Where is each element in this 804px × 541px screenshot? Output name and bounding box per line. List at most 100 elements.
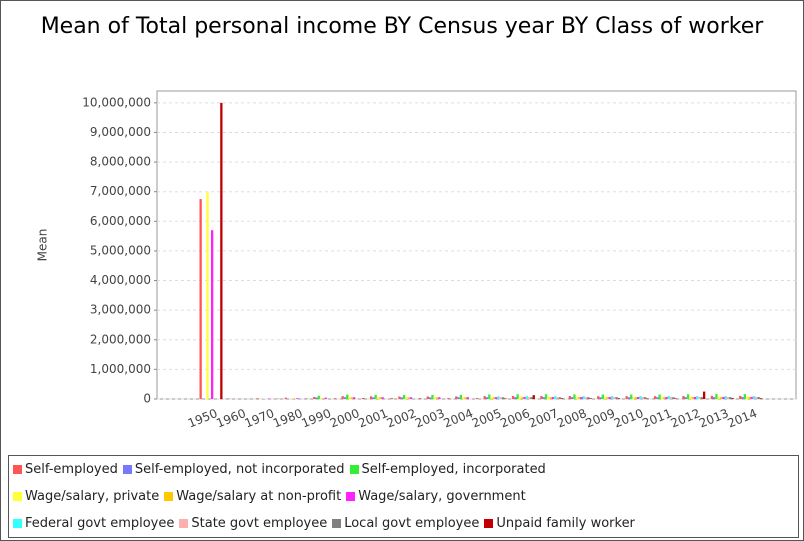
bar [485, 397, 489, 399]
bar [672, 397, 675, 399]
legend-label: Wage/salary at non-profit [176, 489, 342, 504]
bar [610, 396, 614, 399]
bar [343, 397, 347, 399]
legend-label: Wage/salary, private [25, 489, 160, 504]
bar [561, 398, 564, 399]
bar [739, 395, 742, 399]
bar [575, 396, 578, 399]
bar [495, 397, 498, 399]
bar [405, 396, 408, 399]
legend-swatch [332, 519, 342, 528]
legend-label: Wage/salary, government [358, 489, 526, 504]
legend-label: Self-employed [25, 462, 118, 477]
bar [429, 397, 432, 399]
legend-item: Local govt employee [332, 516, 479, 531]
bar [617, 398, 621, 399]
bar [464, 397, 467, 399]
y-tick-label: 4,000,000 [90, 273, 151, 287]
legend-item: Self-employed, incorporated [349, 462, 546, 477]
bar [499, 397, 502, 399]
bar [211, 230, 214, 399]
bar [663, 396, 666, 399]
bar [589, 398, 592, 399]
bar [475, 398, 479, 399]
bar [713, 397, 716, 399]
bar [455, 396, 458, 399]
bar [490, 396, 493, 399]
y-tick-label: 10,000,000 [82, 95, 151, 109]
y-tick-label: 7,000,000 [90, 184, 151, 198]
bar [556, 397, 559, 399]
bar [419, 398, 422, 399]
bar [724, 396, 727, 399]
y-tick-label: 9,000,000 [90, 125, 151, 139]
bar [670, 397, 673, 399]
bar [558, 397, 561, 399]
bar [667, 396, 670, 399]
bar [220, 102, 223, 399]
bar [542, 397, 545, 399]
bar [457, 397, 460, 399]
chart-title: Mean of Total personal income BY Census … [40, 14, 764, 39]
legend-item: Wage/salary, private [13, 489, 159, 504]
bar [379, 397, 382, 399]
legend-swatch [179, 519, 189, 528]
bar [501, 397, 505, 399]
legend-row: Wage/salary, private Wage/salary at non-p… [9, 483, 798, 510]
bar [521, 397, 524, 399]
y-tick-label: 1,000,000 [90, 362, 151, 376]
bar [587, 397, 590, 399]
legend-label: Self-employed, incorporated [361, 462, 546, 477]
bar [544, 394, 548, 399]
bar [284, 397, 287, 399]
legend-swatch [122, 465, 132, 474]
legend-label: Federal govt employee [25, 516, 175, 531]
bar [400, 397, 403, 399]
bar [435, 397, 439, 399]
bar [313, 396, 316, 399]
bar [759, 398, 763, 399]
bar [433, 396, 436, 399]
bar [674, 398, 677, 399]
bar [376, 396, 380, 399]
legend-swatch [349, 465, 359, 474]
bar [199, 199, 202, 399]
bar [641, 397, 644, 399]
bar [528, 397, 531, 399]
bar [627, 397, 631, 399]
bar [658, 394, 661, 399]
bar [462, 396, 465, 399]
bar [741, 397, 744, 399]
bar [752, 396, 756, 399]
bar [684, 397, 687, 399]
bar [206, 191, 209, 399]
legend-label: Local govt employee [344, 516, 480, 531]
bar [568, 396, 571, 399]
bar [516, 394, 519, 399]
bar [643, 397, 647, 399]
bar [660, 396, 664, 399]
legend-swatch [164, 492, 174, 501]
bar [554, 396, 557, 399]
bar [530, 397, 533, 399]
bar [686, 394, 690, 399]
bar [549, 397, 552, 399]
y-tick-label: 8,000,000 [90, 155, 151, 169]
bar [665, 396, 668, 399]
bar [341, 396, 344, 399]
bar [639, 396, 642, 399]
bar [710, 395, 713, 399]
legend-swatch [484, 519, 494, 528]
bar [729, 397, 732, 399]
bar [625, 396, 628, 399]
bar [492, 397, 495, 399]
bar [726, 396, 730, 399]
legend-item: Wage/salary, government [346, 489, 526, 504]
legend-row: Self-employed Self-employed, not incorpor… [9, 456, 798, 483]
bar [381, 397, 384, 399]
bar [615, 397, 618, 399]
legend-item: Self-employed, not incorporated [122, 462, 345, 477]
bar [698, 397, 701, 399]
bar [374, 394, 377, 399]
bar [497, 396, 500, 399]
